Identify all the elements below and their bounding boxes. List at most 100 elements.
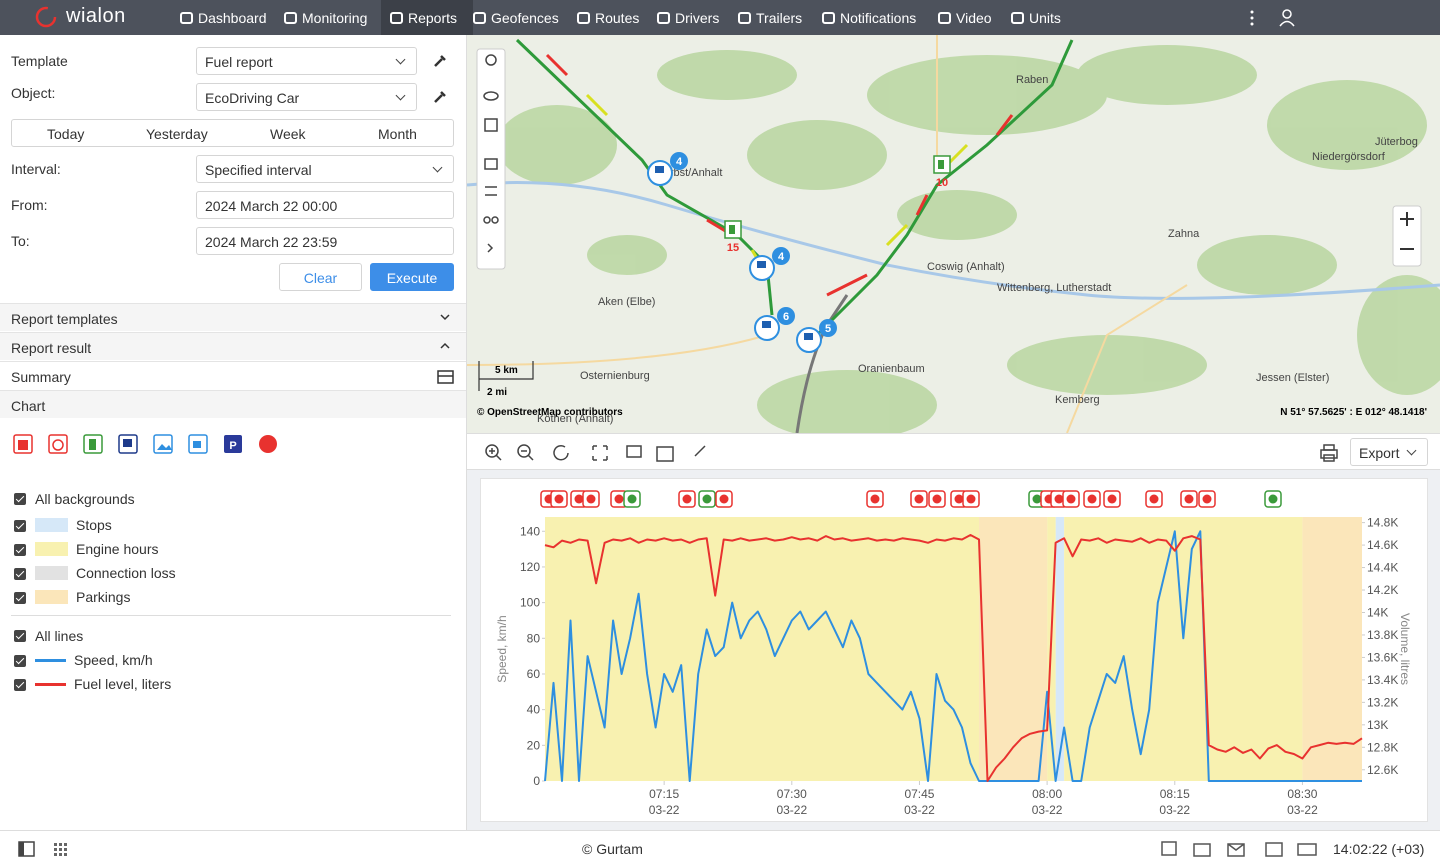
map[interactable]: 5 km 2 mi © OpenStreetMap contributors N…: [467, 35, 1440, 433]
legend-label[interactable]: Engine hours: [76, 541, 159, 557]
event-icon-dot: [932, 494, 942, 504]
nav-item[interactable]: Units: [1011, 0, 1075, 35]
y2-tick-label: 12.6K: [1367, 763, 1398, 777]
wrench-icons[interactable]: [432, 53, 448, 133]
template-select[interactable]: Fuel report: [196, 47, 417, 75]
y2-tick-label: 14.8K: [1367, 516, 1398, 530]
nav-item[interactable]: Geofences: [473, 0, 577, 35]
y2-tick-label: 13.6K: [1367, 650, 1398, 664]
nav-item[interactable]: Notifications: [822, 0, 938, 35]
checkbox[interactable]: [14, 568, 26, 580]
export-button[interactable]: Export: [1350, 438, 1428, 466]
checkbox[interactable]: [14, 630, 26, 642]
nav-item[interactable]: Dashboard: [180, 0, 284, 35]
x-tick-date: 03-22: [1032, 803, 1063, 817]
logo: wialon: [66, 5, 126, 27]
nav-icon: [938, 11, 951, 24]
event-icon-dot: [1087, 494, 1097, 504]
quick-ranges: Today Yesterday Week Month: [11, 119, 454, 147]
y2-tick-label: 12.8K: [1367, 740, 1398, 754]
nav-label: Trailers: [756, 9, 803, 26]
chart-tools[interactable]: [483, 442, 713, 464]
event-icon-dot: [1054, 494, 1064, 504]
checkbox[interactable]: [14, 520, 26, 532]
map-place: Coswig (Anhalt): [927, 261, 1005, 273]
range-button[interactable]: Yesterday: [146, 126, 208, 142]
fuel-icon: [938, 160, 944, 169]
map-place: Osternienburg: [580, 370, 650, 382]
option[interactable]: All backgrounds: [35, 491, 135, 507]
range-button[interactable]: Month: [378, 126, 417, 142]
range-button[interactable]: Today: [47, 126, 85, 142]
from-input[interactable]: 2024 March 22 00:00: [196, 191, 454, 219]
print-icon[interactable]: [1319, 443, 1339, 463]
y2-tick-label: 14.2K: [1367, 583, 1398, 597]
nav-item[interactable]: Trailers: [738, 0, 822, 35]
x-tick-date: 03-22: [904, 803, 935, 817]
background-band: [979, 517, 1048, 781]
nav-icon: [180, 11, 193, 24]
y2-axis-title: Volume, litres: [1398, 613, 1412, 685]
fuel-number: 15: [727, 242, 739, 254]
checkbox[interactable]: [14, 592, 26, 604]
section-item[interactable]: Chart: [0, 390, 466, 418]
x-tick-label: 08:15: [1160, 787, 1190, 801]
event-icon-dot: [719, 494, 729, 504]
nav-icon: [390, 11, 403, 24]
legend-label[interactable]: Connection loss: [76, 565, 176, 581]
status-icons[interactable]: [1160, 840, 1320, 860]
event-icon-dot: [614, 494, 624, 504]
clear-button[interactable]: Clear: [279, 263, 362, 291]
header-icons[interactable]: [1244, 8, 1304, 28]
y2-tick-label: 13.2K: [1367, 695, 1398, 709]
section-header[interactable]: Report result: [0, 332, 466, 360]
background-band: [1055, 517, 1065, 781]
section-header[interactable]: Report templates: [0, 303, 466, 331]
copyright: © Gurtam: [582, 841, 643, 857]
map-place: Niedergörsdorf: [1312, 151, 1386, 163]
option[interactable]: All lines: [35, 628, 84, 644]
checkbox[interactable]: [14, 544, 26, 556]
y-tick-label: 0: [533, 774, 540, 788]
event-icon-dot: [1107, 494, 1117, 504]
object-select[interactable]: EcoDriving Car: [196, 83, 417, 111]
legend-label[interactable]: Stops: [76, 517, 112, 533]
nav-item[interactable]: Video: [938, 0, 1011, 35]
range-button[interactable]: Week: [270, 126, 306, 142]
nav-item[interactable]: Drivers: [657, 0, 738, 35]
legend-label[interactable]: Parkings: [76, 589, 131, 605]
to-input[interactable]: 2024 March 22 23:59: [196, 227, 454, 255]
map-coordinates: N 51° 57.5625' : E 012° 48.1418': [1280, 407, 1427, 418]
y2-tick-label: 14.6K: [1367, 538, 1398, 552]
legend-swatch: [35, 518, 68, 532]
event-icon-dot: [914, 494, 924, 504]
interval-select[interactable]: Specified interval: [196, 155, 454, 183]
checkbox[interactable]: [14, 493, 26, 505]
nav-item[interactable]: Routes: [577, 0, 657, 35]
chart: 0 20 40 60 80 100 120 140 12.6K 12.8K 13K 13.2K 13.4…: [495, 490, 1412, 817]
checkbox[interactable]: [14, 655, 26, 667]
map-place: Zahna: [1168, 228, 1200, 240]
nav-icon: [1011, 11, 1024, 24]
map-place: Oranienbaum: [858, 363, 925, 375]
checkbox[interactable]: [14, 679, 26, 691]
nav-item[interactable]: Reports: [381, 0, 473, 35]
header: wialon Dashboard Monitoring Reports Geofenc…: [0, 0, 1440, 35]
legend-label[interactable]: Speed, km/h: [74, 652, 153, 668]
legend-label[interactable]: Fuel level, liters: [74, 676, 172, 692]
nav-item[interactable]: Monitoring: [284, 0, 381, 35]
map-attribution: © OpenStreetMap contributors: [477, 407, 623, 418]
y-axis-title: Speed, km/h: [495, 615, 509, 682]
marker-number: 4: [778, 251, 785, 263]
nav-icon: [577, 11, 590, 24]
footer-icons[interactable]: [18, 841, 74, 859]
section-item[interactable]: Summary: [0, 361, 466, 389]
event-filter-icons[interactable]: P: [12, 433, 292, 457]
y-tick-label: 80: [527, 631, 541, 645]
background-band: [1064, 517, 1303, 781]
execute-button[interactable]: Execute: [370, 263, 454, 291]
y-tick-label: 20: [527, 738, 541, 752]
event-icon-dot: [586, 494, 596, 504]
nav-icon: [284, 11, 297, 24]
event-icon-dot: [1066, 494, 1076, 504]
